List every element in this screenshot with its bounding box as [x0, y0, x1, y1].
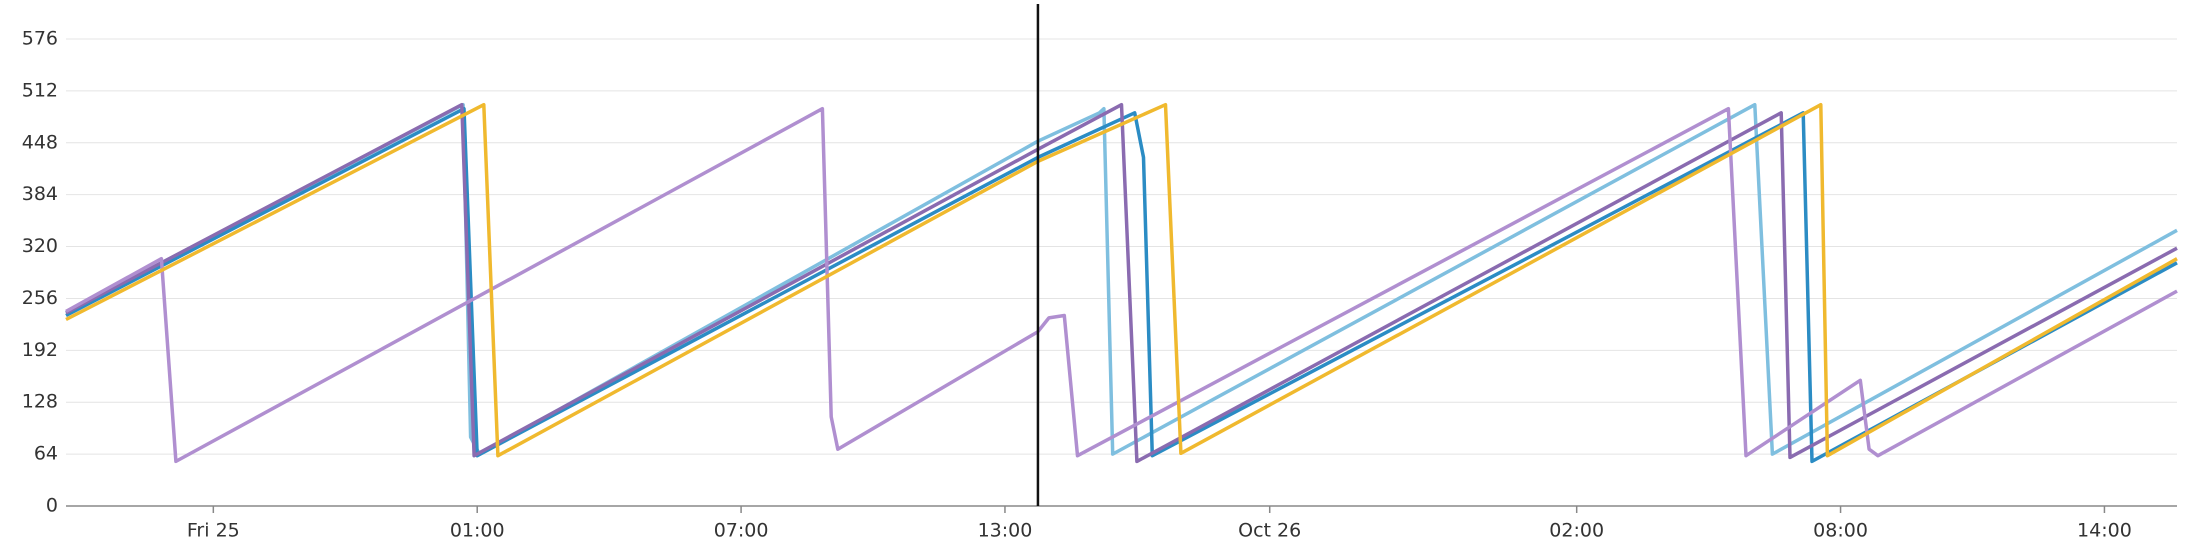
series-line [65, 106, 2178, 464]
x-tick-label: Oct 26 [1238, 520, 1301, 542]
x-tick-label: 13:00 [978, 520, 1033, 542]
y-tick-label: 576 [22, 28, 58, 50]
x-tick-label: 08:00 [1813, 520, 1868, 542]
series-line [65, 102, 2178, 464]
y-tick-label: 64 [34, 443, 58, 465]
y-tick-label: 448 [22, 131, 58, 153]
y-tick-label: 128 [22, 391, 58, 413]
x-tick-label: 07:00 [714, 520, 769, 542]
x-tick-label: Fri 25 [187, 520, 240, 542]
series-line [65, 102, 2178, 458]
series-line [65, 106, 2178, 464]
y-tick-label: 192 [22, 339, 58, 361]
y-tick-label: 256 [22, 287, 58, 309]
y-tick-label: 320 [22, 235, 58, 257]
y-tick-label: 512 [22, 79, 58, 101]
x-tick-label: 14:00 [2077, 520, 2132, 542]
y-tick-label: 384 [22, 183, 58, 205]
y-tick-label: 0 [46, 495, 58, 517]
x-tick-label: 01:00 [450, 520, 505, 542]
x-tick-label: 02:00 [1549, 520, 1604, 542]
